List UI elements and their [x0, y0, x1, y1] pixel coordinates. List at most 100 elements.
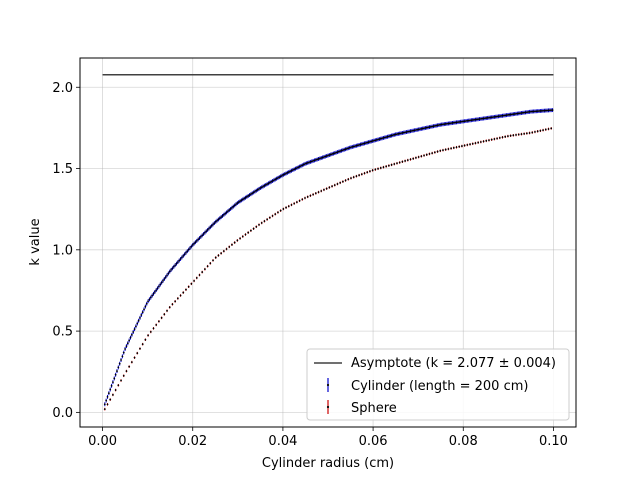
data-point [375, 138, 378, 141]
data-point [402, 131, 405, 134]
data-point [393, 163, 396, 165]
data-point [494, 115, 497, 118]
data-point [471, 119, 474, 121]
data-point [309, 160, 312, 163]
data-point [106, 403, 109, 406]
data-point [103, 403, 106, 406]
data-point [285, 206, 287, 209]
data-point [206, 265, 209, 268]
data-point [244, 233, 247, 236]
data-point [348, 146, 351, 149]
data-point [290, 169, 293, 172]
data-point [377, 167, 379, 170]
data-point [124, 348, 126, 350]
legend-box [306, 348, 570, 421]
data-point [251, 192, 254, 195]
data-point [435, 124, 438, 127]
data-point [309, 194, 312, 197]
data-point [191, 244, 194, 246]
data-point [148, 298, 151, 301]
data-point [546, 109, 549, 112]
data-point [202, 233, 205, 235]
data-point [433, 125, 436, 127]
data-point [390, 163, 393, 166]
data-point [433, 151, 436, 154]
data-point [181, 256, 183, 259]
data-point [482, 117, 485, 120]
data-point [144, 338, 147, 341]
data-point [239, 237, 241, 240]
data-point [419, 128, 421, 131]
data-point [331, 185, 333, 188]
data-point [281, 174, 283, 177]
data-point [228, 245, 231, 248]
data-point [413, 129, 416, 132]
data-point [155, 289, 158, 291]
data-point [363, 142, 366, 145]
data-point [164, 276, 167, 279]
data-point [329, 153, 332, 156]
data-point [122, 374, 125, 377]
data-point [534, 110, 536, 113]
data-point [178, 259, 181, 262]
data-point [393, 133, 396, 136]
data-point [208, 227, 210, 230]
data-point [295, 201, 298, 204]
data-point [417, 156, 420, 158]
data-point [410, 129, 413, 132]
data-point [291, 169, 294, 171]
y-tick-label: 0.5 [52, 325, 73, 340]
data-point [120, 379, 122, 382]
data-point [406, 159, 409, 162]
data-point [350, 146, 352, 149]
data-point [204, 268, 206, 271]
data-point [467, 119, 470, 122]
data-point [363, 172, 366, 175]
x-tick-label: 0.06 [359, 434, 388, 449]
data-point [114, 373, 117, 376]
data-point [217, 254, 220, 257]
data-point [258, 188, 260, 190]
data-point [450, 147, 452, 150]
data-point [312, 193, 315, 196]
data-point [125, 345, 128, 348]
data-point [447, 148, 450, 150]
data-point [298, 199, 301, 202]
data-point [240, 199, 243, 202]
data-point [452, 121, 455, 124]
data-point [147, 300, 149, 303]
data-point [540, 109, 543, 112]
data-point [336, 151, 339, 154]
data-point [333, 152, 336, 154]
data-point [479, 141, 482, 143]
data-point [515, 134, 517, 136]
data-point [428, 153, 431, 155]
data-point [369, 140, 371, 143]
data-point [243, 197, 246, 200]
data-point [110, 384, 113, 387]
data-point [423, 127, 425, 130]
data-point [341, 149, 344, 152]
data-point [136, 352, 139, 355]
data-point [473, 118, 475, 121]
data-point [205, 230, 208, 233]
data-point [331, 153, 333, 155]
series-layer [103, 108, 554, 411]
data-point [523, 111, 526, 114]
data-point [139, 347, 141, 350]
data-point [377, 138, 379, 141]
data-point [258, 223, 260, 226]
data-point [185, 251, 187, 254]
data-point [301, 198, 304, 201]
data-point [432, 125, 435, 128]
data-point [147, 334, 149, 337]
data-point [266, 183, 269, 186]
y-axis: 0.0 0.5 1.0 1.5 2.0 [52, 81, 80, 421]
data-point [415, 129, 417, 131]
data-point [542, 109, 544, 112]
data-point [548, 109, 551, 112]
data-point [129, 336, 132, 339]
data-point [293, 202, 296, 205]
data-point [247, 195, 250, 197]
data-point [474, 142, 477, 145]
